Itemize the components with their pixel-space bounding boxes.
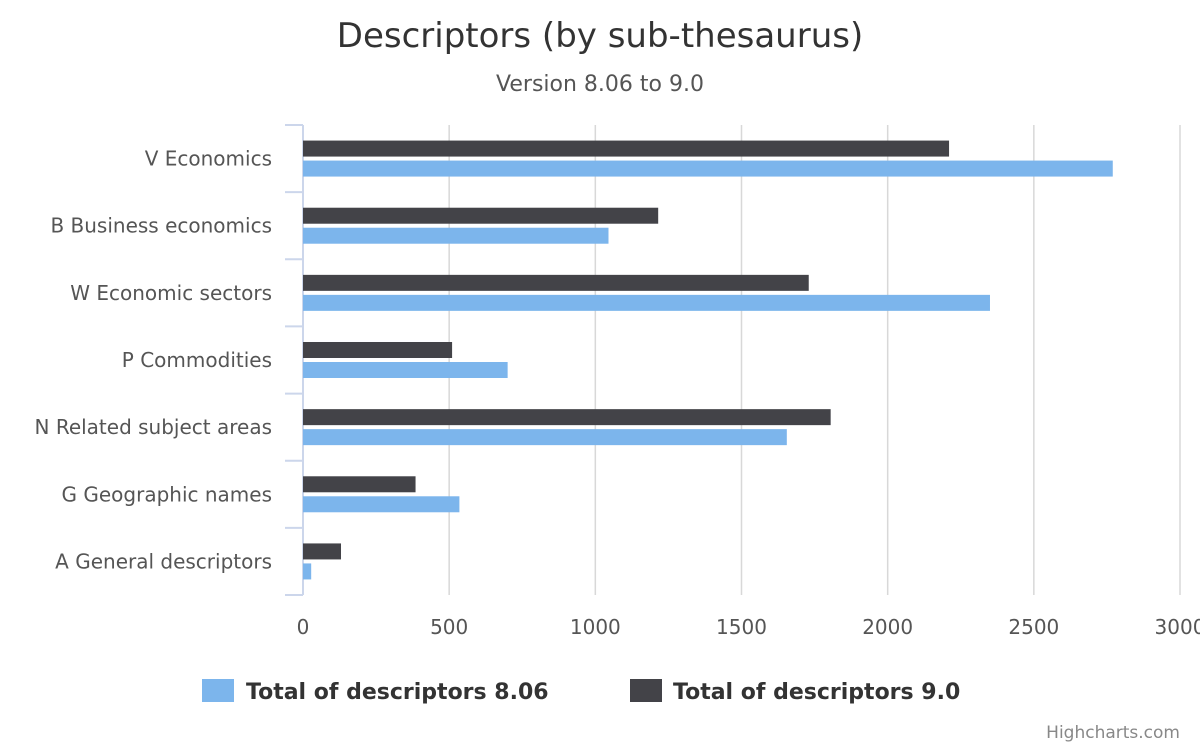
tick-label: 1000 [570, 615, 621, 639]
chart-title: Descriptors (by sub-thesaurus) [337, 16, 863, 56]
category-label: P Commodities [122, 348, 272, 372]
bar-8-06[interactable] [303, 429, 787, 446]
tick-label: 500 [430, 615, 468, 639]
bars [303, 140, 1113, 580]
category-label: V Economics [145, 147, 272, 171]
bar-9-0[interactable] [303, 543, 342, 560]
bar-9-0[interactable] [303, 476, 416, 493]
bar-9-0[interactable] [303, 342, 453, 358]
category-label: A General descriptors [55, 549, 272, 573]
credits-link[interactable]: Highcharts.com [1046, 723, 1180, 743]
legend-swatch [630, 679, 662, 702]
category-axis [285, 124, 304, 596]
bar-8-06[interactable] [303, 496, 460, 513]
bar-9-0[interactable] [303, 409, 831, 426]
tick-label: 3000 [1155, 615, 1200, 639]
bar-9-0[interactable] [303, 274, 809, 291]
chart-subtitle: Version 8.06 to 9.0 [496, 72, 704, 97]
tick-label: 2000 [862, 615, 913, 639]
bar-8-06[interactable] [303, 160, 1113, 177]
bar-8-06[interactable] [303, 362, 508, 378]
bar-8-06[interactable] [303, 294, 990, 311]
legend-item-8-06[interactable]: Total of descriptors 8.06 [202, 679, 549, 705]
tick-label: 1500 [716, 615, 767, 639]
gridlines [448, 125, 1181, 595]
category-labels: V Economics B Business economics W Economi… [35, 147, 273, 574]
tick-label: 0 [297, 615, 310, 639]
bar-8-06[interactable] [303, 227, 609, 244]
legend[interactable]: Total of descriptors 8.06 Total of descri… [202, 679, 960, 705]
category-label: W Economic sectors [70, 281, 272, 305]
legend-item-9-0[interactable]: Total of descriptors 9.0 [630, 679, 960, 705]
category-label: N Related subject areas [35, 415, 273, 439]
legend-swatch [202, 679, 234, 702]
legend-label: Total of descriptors 8.06 [246, 680, 549, 705]
bar-8-06[interactable] [303, 563, 312, 580]
category-label: G Geographic names [62, 482, 273, 506]
category-label: B Business economics [50, 214, 272, 238]
tick-label: 2500 [1008, 615, 1059, 639]
legend-label: Total of descriptors 9.0 [673, 680, 960, 705]
bar-9-0[interactable] [303, 140, 950, 157]
bar-9-0[interactable] [303, 207, 659, 224]
value-axis-ticks: 0 500 1000 1500 2000 2500 3000 [297, 615, 1200, 639]
